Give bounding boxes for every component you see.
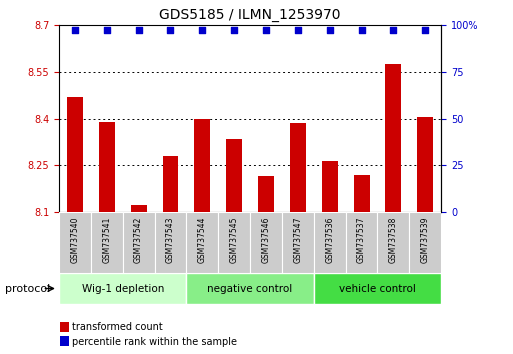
Point: [421, 28, 429, 33]
Text: Wig-1 depletion: Wig-1 depletion: [82, 284, 164, 293]
Bar: [59, 273, 186, 304]
Bar: [99, 122, 115, 212]
Point: [294, 28, 302, 33]
Bar: [194, 119, 210, 212]
Bar: [314, 273, 441, 304]
Bar: [218, 212, 250, 273]
Text: protocol: protocol: [5, 284, 50, 293]
Text: GSM737545: GSM737545: [230, 216, 239, 263]
Text: GSM737539: GSM737539: [421, 216, 430, 263]
Text: GSM737537: GSM737537: [357, 216, 366, 263]
Bar: [91, 212, 123, 273]
Bar: [186, 273, 314, 304]
Point: [262, 28, 270, 33]
Bar: [67, 97, 83, 212]
Point: [103, 28, 111, 33]
Bar: [186, 212, 218, 273]
Bar: [378, 212, 409, 273]
Point: [326, 28, 334, 33]
Bar: [131, 205, 147, 212]
Text: transformed count: transformed count: [72, 322, 163, 332]
Bar: [346, 212, 378, 273]
Bar: [123, 212, 154, 273]
Text: percentile rank within the sample: percentile rank within the sample: [72, 337, 237, 347]
Bar: [59, 212, 91, 273]
Bar: [258, 176, 274, 212]
Bar: [163, 156, 179, 212]
Text: GSM737544: GSM737544: [198, 216, 207, 263]
Text: GSM737538: GSM737538: [389, 216, 398, 263]
Text: negative control: negative control: [207, 284, 293, 293]
Point: [134, 28, 143, 33]
Bar: [282, 212, 314, 273]
Point: [358, 28, 366, 33]
Bar: [314, 212, 346, 273]
Point: [230, 28, 238, 33]
Bar: [417, 117, 433, 212]
Text: GSM737547: GSM737547: [293, 216, 302, 263]
Point: [71, 28, 79, 33]
Text: GSM737546: GSM737546: [262, 216, 270, 263]
Text: GSM737542: GSM737542: [134, 216, 143, 263]
Title: GDS5185 / ILMN_1253970: GDS5185 / ILMN_1253970: [160, 8, 341, 22]
Point: [198, 28, 206, 33]
Point: [389, 28, 398, 33]
Bar: [290, 123, 306, 212]
Text: GSM737543: GSM737543: [166, 216, 175, 263]
Bar: [322, 161, 338, 212]
Bar: [154, 212, 186, 273]
Point: [166, 28, 174, 33]
Text: GSM737536: GSM737536: [325, 216, 334, 263]
Text: vehicle control: vehicle control: [339, 284, 416, 293]
Bar: [385, 64, 401, 212]
Text: GSM737541: GSM737541: [102, 216, 111, 263]
Bar: [250, 212, 282, 273]
Bar: [409, 212, 441, 273]
Bar: [226, 139, 242, 212]
Bar: [353, 175, 369, 212]
Text: GSM737540: GSM737540: [70, 216, 80, 263]
